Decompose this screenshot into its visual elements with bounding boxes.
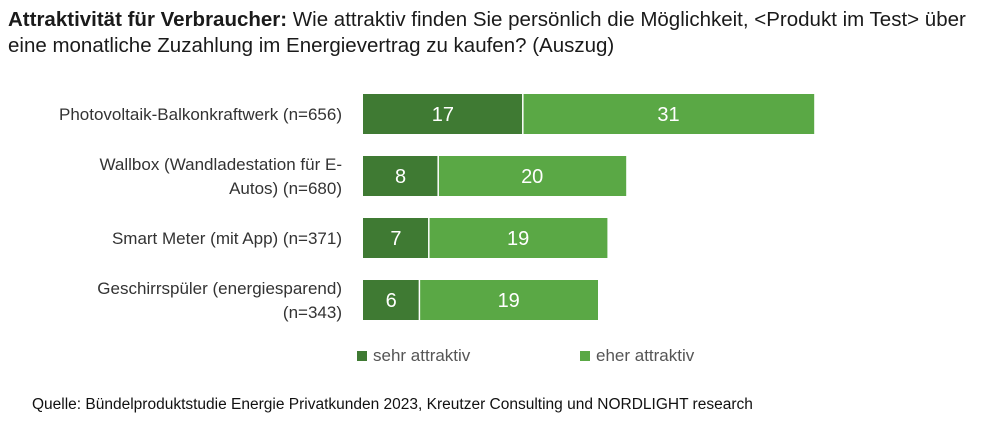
bar-segment-sehr-attraktiv	[363, 94, 523, 134]
bar-segment-eher-attraktiv	[428, 218, 608, 258]
category-label: Wallbox (Wandladestation für E-	[99, 155, 342, 174]
category-label: Autos) (n=680)	[229, 179, 342, 198]
bar-segment-eher-attraktiv	[522, 94, 815, 134]
category-label: (n=343)	[283, 303, 342, 322]
data-label: 17	[432, 104, 454, 126]
bar-segment-eher-attraktiv	[419, 280, 598, 320]
legend-label: eher attraktiv	[596, 346, 695, 365]
data-label: 20	[521, 166, 543, 188]
stacked-bar-chart: Photovoltaik-Balkonkraftwerk (n=656) Wall…	[59, 94, 815, 365]
category-labels: Photovoltaik-Balkonkraftwerk (n=656) Wall…	[59, 105, 342, 322]
legend-swatch	[580, 351, 590, 361]
chart-title: Attraktivität für Verbraucher: Wie attra…	[8, 7, 993, 59]
data-label: 8	[395, 166, 406, 188]
data-label: 19	[507, 228, 529, 250]
bar-segment-sehr-attraktiv	[363, 218, 429, 258]
bar-segment-sehr-attraktiv	[363, 280, 420, 320]
chart-title-question: Wie attraktiv finden Sie persönlich die …	[8, 8, 966, 57]
bar-segment-eher-attraktiv	[438, 156, 627, 196]
legend-swatch	[357, 351, 367, 361]
category-label: Smart Meter (mit App) (n=371)	[112, 229, 342, 248]
legend-label: sehr attraktiv	[373, 346, 471, 365]
data-label: 6	[386, 290, 397, 312]
legend: sehr attraktiv eher attraktiv	[357, 346, 695, 365]
category-label: Photovoltaik-Balkonkraftwerk (n=656)	[59, 105, 342, 124]
category-label: Geschirrspüler (energiesparend)	[97, 279, 342, 298]
data-label: 19	[498, 290, 520, 312]
data-label: 7	[390, 228, 401, 250]
bar-segment-sehr-attraktiv	[363, 156, 439, 196]
chart-title-bold: Attraktivität für Verbraucher:	[8, 8, 288, 31]
source-note: Quelle: Bündelproduktstudie Energie Priv…	[32, 396, 753, 413]
bars: 17 31 8 20 7 19 6 19	[363, 94, 815, 320]
data-label: 31	[657, 104, 679, 126]
